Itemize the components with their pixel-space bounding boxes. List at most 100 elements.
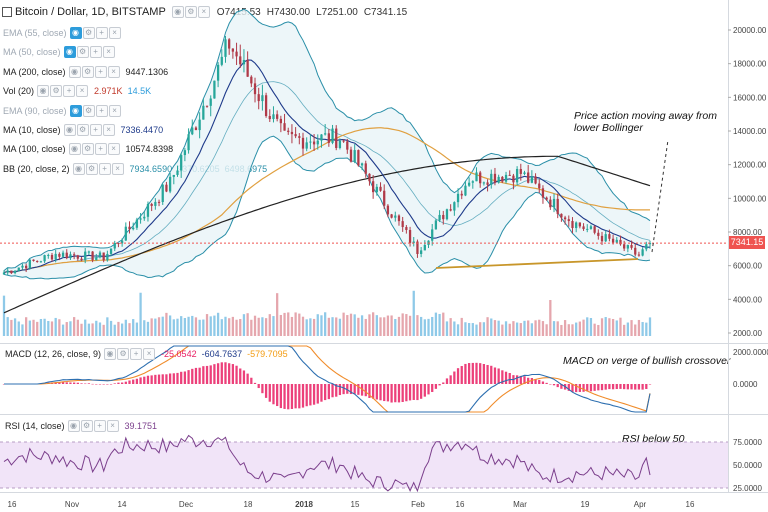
settings-icon[interactable]: ⚙ — [85, 162, 98, 175]
close-icon[interactable]: × — [111, 162, 124, 175]
macd-histogram-bar — [427, 384, 430, 395]
indicator-row[interactable]: EMA (90, close) ◉ ⚙ + × — [0, 104, 122, 118]
plus-icon[interactable]: + — [93, 420, 106, 432]
macd-histogram-bar — [449, 375, 452, 384]
candle-body — [383, 190, 386, 206]
indicator-row[interactable]: EMA (55, close) ◉ ⚙ + × — [0, 26, 122, 40]
plus-icon[interactable]: + — [95, 27, 108, 39]
indicator-name: MA (10, close) — [3, 125, 61, 135]
eye-icon[interactable]: ◉ — [171, 6, 184, 18]
volume-bar — [205, 314, 209, 336]
macd-histogram-bar — [246, 373, 249, 384]
macd-histogram-bar — [571, 384, 574, 392]
candle-body — [626, 245, 629, 249]
candle-body — [331, 128, 334, 143]
volume-bar — [634, 324, 637, 336]
plus-icon[interactable]: + — [95, 104, 108, 117]
plus-icon[interactable]: + — [94, 65, 107, 78]
plus-icon[interactable]: + — [89, 46, 102, 59]
macd-histogram-bar — [250, 377, 253, 384]
candle-body — [69, 254, 72, 259]
settings-icon[interactable]: ⚙ — [81, 65, 94, 78]
candle-body — [176, 170, 179, 175]
plus-icon[interactable]: + — [94, 143, 107, 156]
close-icon[interactable]: × — [108, 104, 121, 117]
plus-icon[interactable]: + — [130, 348, 143, 360]
candle-body — [353, 150, 356, 162]
macd-histogram-bar — [552, 384, 556, 386]
close-icon[interactable]: × — [107, 143, 120, 156]
macd-histogram-bar — [456, 368, 460, 384]
close-icon[interactable]: × — [102, 124, 115, 136]
eye-icon[interactable]: ◉ — [37, 85, 50, 98]
volume-bar — [357, 317, 360, 336]
eye-icon[interactable]: ◉ — [69, 27, 82, 39]
candle-body — [25, 265, 28, 269]
candle-body — [72, 254, 76, 256]
plus-icon[interactable]: + — [63, 85, 76, 98]
eye-icon[interactable]: ◉ — [104, 348, 117, 360]
ohlc-c: C7341.15 — [363, 6, 408, 18]
candle-body — [220, 56, 223, 65]
indicator-row[interactable]: MA (100, close) ◉ ⚙ + × 10574.8398 — [0, 142, 173, 156]
settings-icon[interactable]: ⚙ — [76, 46, 89, 59]
close-icon[interactable]: × — [108, 27, 121, 39]
candle-body — [493, 173, 497, 183]
macd-histogram-bar — [586, 384, 589, 392]
volume-bar — [113, 324, 116, 336]
eye-icon[interactable]: ◉ — [68, 143, 81, 156]
eye-icon[interactable]: ◉ — [72, 162, 85, 175]
candle-body — [379, 186, 382, 191]
close-icon[interactable]: × — [102, 46, 115, 59]
candle-body — [84, 251, 87, 261]
volume-bar — [364, 318, 367, 336]
macd-histogram-bar — [283, 384, 286, 409]
indicator-row[interactable]: MA (50, close) ◉ ⚙ + × — [0, 45, 116, 59]
eye-icon[interactable]: ◉ — [63, 46, 76, 59]
settings-icon[interactable]: ⚙ — [76, 124, 89, 136]
volume-bar — [586, 317, 589, 336]
candle-body — [467, 182, 471, 186]
settings-icon[interactable]: ⚙ — [82, 104, 95, 117]
close-icon[interactable]: × — [76, 85, 89, 98]
indicator-row[interactable]: MA (10, close) ◉ ⚙ + × 7336.4470 — [0, 123, 163, 137]
rsi-line — [3, 434, 651, 493]
macd-histogram-bar — [294, 384, 297, 409]
close-icon[interactable]: × — [106, 420, 119, 432]
close-icon[interactable]: × — [197, 6, 210, 18]
volume-bar — [180, 316, 183, 336]
plus-icon[interactable]: + — [89, 124, 102, 136]
symbol-collapse-icon[interactable] — [2, 7, 12, 17]
indicator-row[interactable]: MA (200, close) ◉ ⚙ + × 9447.1306 — [0, 65, 168, 79]
eye-icon[interactable]: ◉ — [63, 124, 76, 136]
macd-histogram-bar — [556, 384, 559, 388]
settings-icon[interactable]: ⚙ — [81, 143, 94, 156]
indicator-row[interactable]: Vol (20) ◉ ⚙ + × 2.971K 14.5K — [0, 84, 151, 98]
eye-icon[interactable]: ◉ — [69, 104, 82, 117]
close-icon[interactable]: × — [143, 348, 156, 360]
settings-icon[interactable]: ⚙ — [80, 420, 93, 432]
eye-icon[interactable]: ◉ — [67, 420, 80, 432]
candle-body — [117, 243, 120, 245]
macd-histogram-bar — [582, 384, 585, 392]
candle-body — [364, 163, 367, 174]
settings-icon[interactable]: ⚙ — [50, 85, 63, 98]
settings-icon[interactable]: ⚙ — [82, 27, 95, 39]
candle-body — [449, 209, 452, 211]
close-icon[interactable]: × — [107, 65, 120, 78]
candle-body — [132, 227, 135, 230]
settings-icon[interactable]: ⚙ — [117, 348, 130, 360]
settings-icon[interactable]: ⚙ — [184, 6, 197, 18]
candle-body — [549, 199, 552, 208]
volume-bar — [13, 318, 17, 336]
plus-icon[interactable]: + — [98, 162, 111, 175]
macd-histogram-bar — [349, 384, 353, 395]
eye-icon[interactable]: ◉ — [68, 65, 81, 78]
candle-body — [135, 219, 139, 228]
macd-histogram-bar — [486, 364, 489, 384]
macd-histogram-bar — [305, 384, 308, 407]
volume-bar — [28, 320, 31, 336]
volume-bar — [132, 319, 135, 336]
volume-bar — [475, 324, 478, 336]
